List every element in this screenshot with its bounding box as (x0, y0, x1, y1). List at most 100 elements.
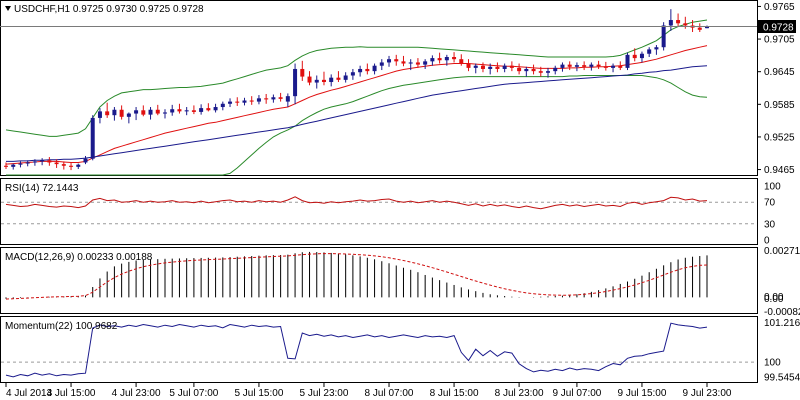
time-tick-label: 4 Jul 2013 (6, 388, 53, 399)
candle (495, 62, 500, 73)
candle-body (480, 65, 485, 69)
collapse-triangle-icon[interactable] (5, 6, 11, 11)
rsi-tick-label: 70 (764, 198, 776, 209)
candle (372, 63, 377, 75)
candle (32, 159, 37, 166)
candle-body (228, 101, 233, 104)
price-tick-label: 0.9465 (764, 165, 795, 176)
candle (611, 63, 616, 73)
last-price-tag (758, 20, 796, 33)
price-tick-label: 0.9765 (764, 2, 795, 13)
candle (90, 115, 95, 161)
candle-body (141, 110, 146, 115)
candle (546, 67, 551, 78)
rsi-tick-label: 30 (764, 219, 776, 230)
macd-tick-label: 0.00271 (764, 246, 800, 257)
candle (538, 66, 543, 77)
candle (184, 107, 189, 116)
candle-body (618, 65, 623, 68)
candle-body (661, 25, 666, 48)
candle-body (336, 77, 341, 80)
price-tick-label: 0.9525 (764, 132, 795, 143)
candle-body (105, 111, 110, 116)
candle (177, 103, 182, 114)
candle-body (553, 67, 558, 72)
candle (553, 65, 558, 75)
candle-body (170, 109, 175, 113)
time-tick-label: 8 Jul 07:00 (365, 388, 414, 399)
candle (459, 54, 464, 66)
momentum-tick-label: 100 (764, 358, 781, 369)
candle (18, 161, 23, 168)
candle-body (567, 64, 572, 67)
candle-body (488, 66, 493, 69)
candle-body (11, 164, 16, 167)
candle (307, 71, 312, 86)
candle (134, 107, 139, 121)
candle (105, 102, 110, 118)
candle (220, 101, 225, 111)
rsi-panel-frame (0, 178, 758, 245)
momentum-polyline (5, 322, 708, 378)
price-axis: 0.9765 0.9705 0.9645 0.9585 0.9525 0.9465 (757, 2, 795, 176)
price-panel: 0.9765 0.9705 0.9645 0.9585 0.9525 0.9465 0.9… (0, 0, 796, 176)
candle-body (647, 49, 652, 54)
candle (676, 13, 681, 27)
candle-body (517, 67, 522, 72)
candle (437, 52, 442, 64)
candle (488, 63, 493, 75)
candle-body (596, 64, 601, 67)
candle-body (25, 162, 30, 164)
candle (155, 104, 160, 116)
macd-tick-label: -0.00082 (764, 307, 800, 318)
candle (560, 62, 565, 72)
rsi-panel: 100 70 30 0 RSI(14) 72.1443 (0, 178, 781, 247)
candles (4, 9, 709, 171)
candle (11, 163, 16, 170)
candle (119, 105, 124, 120)
ma-slow-line (6, 65, 708, 162)
candle (531, 64, 536, 75)
time-tick-label: 5 Jul 07:00 (169, 388, 218, 399)
candle-body (452, 57, 457, 60)
candle (321, 71, 326, 86)
candle-body (220, 103, 225, 108)
candle (394, 54, 399, 66)
candle-body (459, 59, 464, 64)
time-tick-label: 8 Jul 23:00 (495, 388, 544, 399)
candle-body (61, 164, 66, 166)
candle (343, 72, 348, 83)
candle-body (293, 68, 298, 97)
candle (329, 74, 334, 87)
candle (112, 107, 117, 121)
rsi-polyline (5, 196, 708, 210)
candle-body (473, 65, 478, 68)
candle-body (47, 160, 52, 163)
candle-body (307, 76, 312, 83)
candle (4, 162, 8, 170)
last-price-label: 0.9728 (763, 23, 794, 34)
candle (235, 97, 240, 106)
candle (567, 61, 572, 71)
candle (141, 105, 146, 117)
candle (264, 93, 269, 104)
candle (126, 112, 131, 124)
candle (647, 47, 652, 58)
candle (502, 63, 507, 73)
candle-body (112, 109, 117, 116)
candle-body (119, 109, 124, 117)
candle-body (271, 97, 276, 100)
candle (213, 103, 218, 113)
candle (76, 163, 81, 170)
candle (285, 93, 290, 108)
candle-body (502, 65, 507, 69)
candle (69, 163, 74, 171)
candle (509, 61, 514, 72)
candle (365, 63, 370, 75)
bb-upper-line (5, 19, 708, 137)
candle (517, 63, 522, 75)
candle (582, 61, 587, 71)
candle-body (206, 108, 211, 111)
